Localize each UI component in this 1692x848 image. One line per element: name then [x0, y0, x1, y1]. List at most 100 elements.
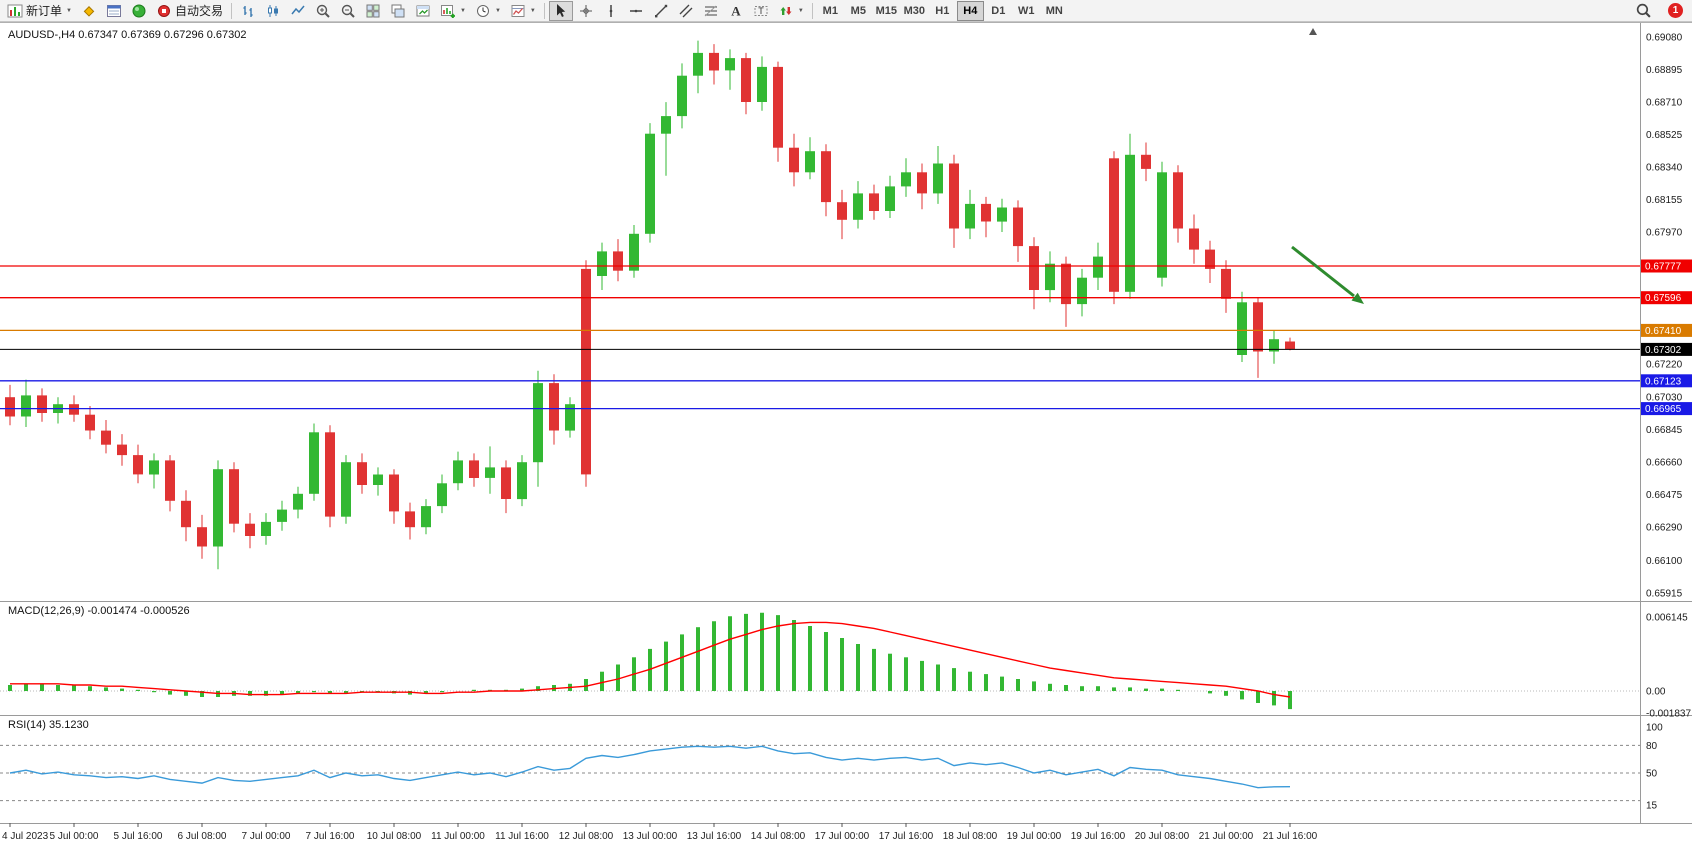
arrange-windows-button[interactable]: [411, 1, 435, 21]
templates-button[interactable]: ▼: [506, 1, 540, 21]
price-tag: [1641, 402, 1692, 416]
price-tag: [1641, 323, 1692, 337]
annotation-arrow[interactable]: [1291, 245, 1355, 298]
timeframe-mn[interactable]: MN: [1041, 1, 1068, 21]
cursor-icon: [556, 3, 566, 17]
auto-trading-label: 自动交易: [174, 4, 223, 18]
candlestick-series: [5, 40, 1295, 570]
crosshair-icon: [579, 4, 592, 17]
label-icon: T: [754, 5, 768, 16]
line-chart-icon: [291, 5, 305, 14]
price-axis-label: 0.68710: [1646, 98, 1683, 109]
cascade-windows-icon: [391, 4, 405, 17]
time-axis-label: 11 Jul 00:00: [431, 831, 485, 842]
search-icon: [1636, 3, 1651, 18]
navigator-button[interactable]: [127, 1, 151, 21]
price-axis-label: 0.67220: [1646, 359, 1683, 370]
chevron-down-icon: ▼: [797, 7, 804, 14]
cursor-button[interactable]: [548, 0, 573, 21]
price-axis-label: 0.68340: [1646, 163, 1683, 174]
time-axis-label: 18 Jul 08:00: [943, 831, 998, 842]
arrows-button[interactable]: ▼: [774, 1, 808, 21]
time-axis-label: 10 Jul 08:00: [367, 831, 422, 842]
zoom-out-icon: [341, 4, 355, 18]
channel-button[interactable]: [674, 1, 698, 21]
svg-text:0.67596: 0.67596: [1645, 293, 1682, 304]
cascade-windows-button[interactable]: [386, 1, 410, 21]
rsi-axis-label: 50: [1646, 769, 1658, 780]
timeframe-m1[interactable]: M1: [817, 1, 844, 21]
periods-button[interactable]: ▼: [471, 1, 505, 21]
crosshair-button[interactable]: [574, 1, 598, 21]
time-axis-label: 5 Jul 16:00: [114, 831, 163, 842]
fibonacci-button[interactable]: [699, 1, 723, 21]
time-axis-label: 20 Jul 08:00: [1135, 831, 1190, 842]
zoom-out-button[interactable]: [336, 1, 360, 21]
svg-text:A: A: [731, 3, 741, 18]
macd-axis-label: 0.006145: [1646, 613, 1688, 624]
price-axis-label: 0.68895: [1646, 65, 1683, 76]
bar-chart-button[interactable]: [236, 1, 260, 21]
svg-text:0.67777: 0.67777: [1645, 262, 1682, 273]
timeframe-m30[interactable]: M30: [901, 1, 928, 21]
time-axis-label: 4 Jul 2023: [2, 831, 49, 842]
rsi-axis-label: 100: [1646, 723, 1663, 734]
svg-text:0.66965: 0.66965: [1645, 404, 1682, 415]
timeframe-m15[interactable]: M15: [873, 1, 900, 21]
trendline-icon: [654, 4, 668, 17]
bar-chart-icon: [243, 5, 253, 17]
timeframe-w1[interactable]: W1: [1013, 1, 1040, 21]
market-watch-button[interactable]: [77, 1, 101, 21]
timeframe-h1[interactable]: H1: [929, 1, 956, 21]
svg-text:0.67410: 0.67410: [1645, 326, 1682, 337]
toolbar-separator: [230, 2, 232, 19]
time-axis-label: 13 Jul 16:00: [687, 831, 742, 842]
new-chart-button[interactable]: ▼: [436, 1, 470, 21]
auto-trading-icon: [157, 4, 170, 17]
search-button[interactable]: [1631, 1, 1656, 21]
annotation-arrow-head: [1351, 292, 1364, 304]
new-order-label: 新订单: [26, 4, 63, 18]
macd-histogram: [8, 612, 1292, 710]
notification-badge[interactable]: 1: [1668, 3, 1683, 18]
arrange-windows-icon: [416, 5, 430, 16]
data-window-button[interactable]: [102, 1, 126, 21]
time-axis-label: 7 Jul 00:00: [242, 831, 291, 842]
price-axis-label: 0.67970: [1646, 228, 1683, 239]
auto-trading-button[interactable]: 自动交易: [152, 1, 227, 21]
timeframe-h4[interactable]: H4: [956, 0, 984, 21]
tile-windows-icon: [366, 4, 380, 17]
macd-axis-label: -0.001837: [1646, 709, 1691, 720]
trendline-button[interactable]: [649, 1, 673, 21]
text-icon: A: [731, 3, 741, 18]
price-axis-label: 0.66475: [1646, 490, 1683, 501]
svg-text:0.67123: 0.67123: [1645, 376, 1682, 387]
line-chart-button[interactable]: [286, 1, 310, 21]
new-order-button[interactable]: 新订单 ▼: [3, 1, 76, 21]
time-axis-label: 5 Jul 00:00: [50, 831, 99, 842]
time-axis-label: 19 Jul 16:00: [1071, 831, 1126, 842]
timeframe-d1[interactable]: D1: [985, 1, 1012, 21]
vertical-line-button[interactable]: [599, 1, 623, 21]
chart-canvas[interactable]: 0.67777 0.67596 0.67410 0.67302 0.67123 0.669…: [0, 23, 1692, 848]
time-axis-label: 12 Jul 08:00: [559, 831, 614, 842]
price-tag: [1641, 374, 1692, 388]
time-axis-label: 21 Jul 16:00: [1263, 831, 1318, 842]
market-watch-icon: [83, 5, 95, 17]
label-button[interactable]: T: [749, 1, 773, 21]
time-axis-label: 17 Jul 00:00: [815, 831, 870, 842]
text-button[interactable]: A: [724, 1, 748, 21]
rsi-axis-label: 80: [1646, 741, 1658, 752]
horizontal-line-button[interactable]: [624, 1, 648, 21]
price-axis-label: 0.67030: [1646, 393, 1683, 404]
time-axis-label: 13 Jul 00:00: [623, 831, 678, 842]
timeframe-m5[interactable]: M5: [845, 1, 872, 21]
chevron-down-icon: ▼: [66, 7, 72, 14]
tile-windows-button[interactable]: [361, 1, 385, 21]
chart-window: AUDUSD-,H4 0.67347 0.67369 0.67296 0.673…: [0, 22, 1692, 848]
chevron-down-icon: ▼: [529, 7, 536, 14]
zoom-in-button[interactable]: [311, 1, 335, 21]
candlestick-chart-button[interactable]: [261, 1, 285, 21]
channel-icon: [679, 4, 693, 17]
toolbar-right-group: 1: [1631, 1, 1689, 21]
